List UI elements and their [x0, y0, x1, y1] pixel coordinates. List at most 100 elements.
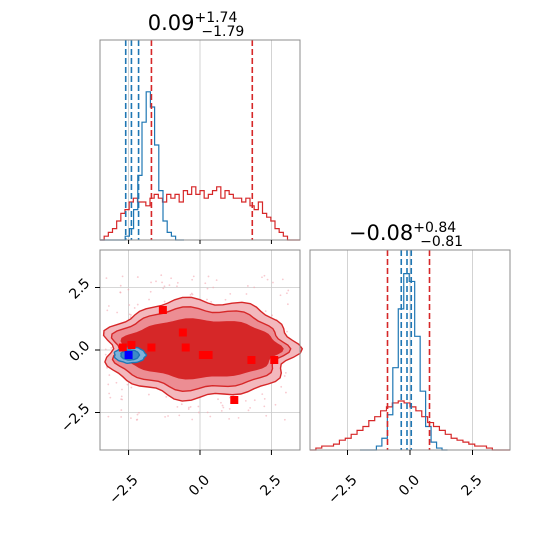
sample-point	[210, 300, 212, 303]
sample-point	[147, 393, 150, 396]
marker-red-3	[158, 306, 167, 314]
sample-point	[285, 292, 288, 295]
hist-red	[100, 186, 300, 241]
sample-point	[162, 287, 165, 290]
sample-point	[245, 293, 248, 295]
y2-tick-label: 0.0	[66, 338, 93, 365]
sample-point	[222, 406, 225, 409]
marker-red-1	[127, 341, 136, 349]
sample-point	[176, 285, 178, 288]
sample-point	[206, 298, 208, 301]
sample-point	[167, 415, 169, 417]
sample-point	[217, 398, 219, 401]
sample-point	[197, 411, 200, 414]
sample-point	[120, 409, 123, 411]
marker-red-2	[147, 343, 156, 352]
title-param-2: −0.08+0.84 −0.81	[349, 220, 463, 250]
sample-point	[130, 417, 132, 420]
sample-point	[274, 403, 277, 406]
sample-point	[110, 347, 113, 349]
sample-point	[120, 416, 123, 418]
sample-point	[176, 405, 179, 408]
title-param-1: 0.09+1.74 −1.79	[148, 10, 245, 40]
sample-point	[176, 281, 179, 284]
sample-point	[261, 393, 264, 396]
sample-point	[204, 282, 207, 285]
sample-point	[212, 286, 215, 289]
sample-point	[286, 303, 289, 306]
sample-point	[272, 281, 274, 284]
sample-point	[188, 406, 190, 409]
sample-point	[106, 309, 109, 312]
sample-point	[207, 275, 210, 278]
sample-point	[138, 411, 140, 414]
sample-point	[106, 366, 108, 369]
sample-point	[246, 285, 249, 287]
sample-point	[120, 398, 123, 401]
sample-point	[266, 278, 269, 281]
marker-red-10	[270, 356, 279, 364]
sample-point	[163, 285, 166, 288]
sample-point	[224, 298, 227, 301]
sample-point	[287, 289, 290, 292]
marker-red-9	[247, 356, 256, 364]
sample-point	[253, 399, 256, 402]
sample-point	[271, 314, 274, 317]
sample-point	[130, 386, 133, 389]
sample-point	[107, 305, 110, 307]
sample-point	[115, 381, 118, 384]
sample-point	[148, 298, 150, 301]
sample-point	[279, 294, 282, 297]
sample-point	[249, 406, 252, 409]
sample-point	[161, 281, 163, 284]
sample-point	[247, 409, 250, 412]
sample-point	[206, 287, 209, 290]
sample-point	[281, 278, 284, 281]
sample-point	[150, 281, 152, 284]
sample-point	[286, 330, 288, 333]
sample-point	[126, 383, 129, 386]
sample-point	[170, 277, 173, 280]
sample-point	[165, 396, 168, 398]
sample-point	[104, 353, 107, 356]
sample-point	[149, 290, 152, 293]
sample-point	[280, 385, 283, 388]
sample-point	[133, 307, 136, 309]
histogram-param-2	[309, 249, 511, 451]
sample-point	[130, 314, 132, 316]
sample-point	[191, 418, 194, 421]
x2-tick-label: −2.5	[325, 472, 360, 507]
marker-red-8	[230, 396, 239, 404]
sample-point	[127, 288, 130, 291]
sample-point	[237, 416, 240, 419]
sample-point	[178, 414, 181, 417]
sample-point	[109, 396, 112, 399]
sample-point	[220, 409, 223, 412]
marker-red-7	[204, 351, 213, 359]
histogram-param-1	[99, 39, 301, 241]
sample-point	[261, 276, 263, 279]
y2-tick-label: −2.5	[58, 400, 93, 435]
sample-point	[191, 278, 194, 281]
sample-point	[119, 284, 122, 287]
hist-red	[310, 400, 510, 451]
sample-point	[191, 293, 194, 296]
sample-point	[228, 407, 231, 410]
sample-point	[136, 418, 139, 421]
sample-point	[244, 399, 247, 402]
sample-point	[160, 274, 163, 277]
sample-point	[163, 300, 166, 303]
hist-blue	[100, 91, 184, 241]
sample-point	[284, 371, 287, 374]
sample-point	[108, 374, 111, 376]
sample-point	[107, 383, 110, 386]
sample-point	[209, 415, 212, 418]
sample-point	[221, 404, 224, 407]
y2-tick-label: 2.5	[66, 275, 93, 302]
sample-point	[107, 415, 110, 418]
sample-point	[129, 316, 132, 319]
sample-point	[189, 406, 192, 408]
x1-tick-label: −2.5	[106, 472, 141, 507]
sample-point	[120, 395, 123, 398]
sample-point	[220, 401, 222, 404]
